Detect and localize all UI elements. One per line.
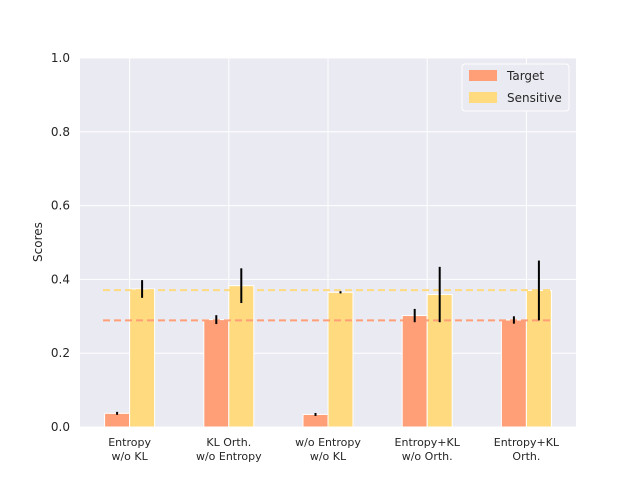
bar-target <box>104 412 131 428</box>
error-bars <box>116 260 540 416</box>
bar-sensitive <box>129 288 156 428</box>
y-axis-label: Scores <box>31 222 45 262</box>
x-tick-label: Entropy <box>108 436 151 449</box>
legend-label-target: Target <box>506 69 544 83</box>
bar-sensitive <box>327 291 354 428</box>
x-tick-label: w/o Orth. <box>402 450 453 463</box>
legend: Target Sensitive <box>461 63 570 112</box>
bar-target <box>302 413 329 428</box>
x-tick-label: w/o Entropy <box>295 436 361 449</box>
legend-swatch-target <box>469 70 497 81</box>
y-tick-label: 0.6 <box>51 199 70 213</box>
y-tick-labels: 0.0 0.2 0.4 0.6 0.8 1.0 <box>51 51 70 434</box>
x-tick-label: Entropy+KL <box>494 436 560 449</box>
x-tick-label: KL Orth. <box>206 436 251 449</box>
bar-target <box>401 315 428 428</box>
bar-target <box>203 319 230 428</box>
bar-sensitive <box>228 285 255 428</box>
x-tick-label: w/o KL <box>310 450 347 463</box>
x-tick-label: w/o Entropy <box>196 450 262 463</box>
bar-target <box>500 319 527 428</box>
x-tick-label: Orth. <box>512 450 540 463</box>
x-tick-label: w/o KL <box>111 450 148 463</box>
reference-lines <box>103 289 553 322</box>
legend-swatch-sensitive <box>469 92 497 103</box>
x-tick-label: Entropy+KL <box>395 436 461 449</box>
y-tick-label: 0.8 <box>51 125 70 139</box>
bars <box>104 285 552 428</box>
y-tick-label: 0.2 <box>51 346 70 360</box>
y-tick-label: 0.0 <box>51 420 70 434</box>
y-tick-label: 1.0 <box>51 51 70 65</box>
y-tick-label: 0.4 <box>51 272 70 286</box>
legend-label-sensitive: Sensitive <box>507 91 562 105</box>
